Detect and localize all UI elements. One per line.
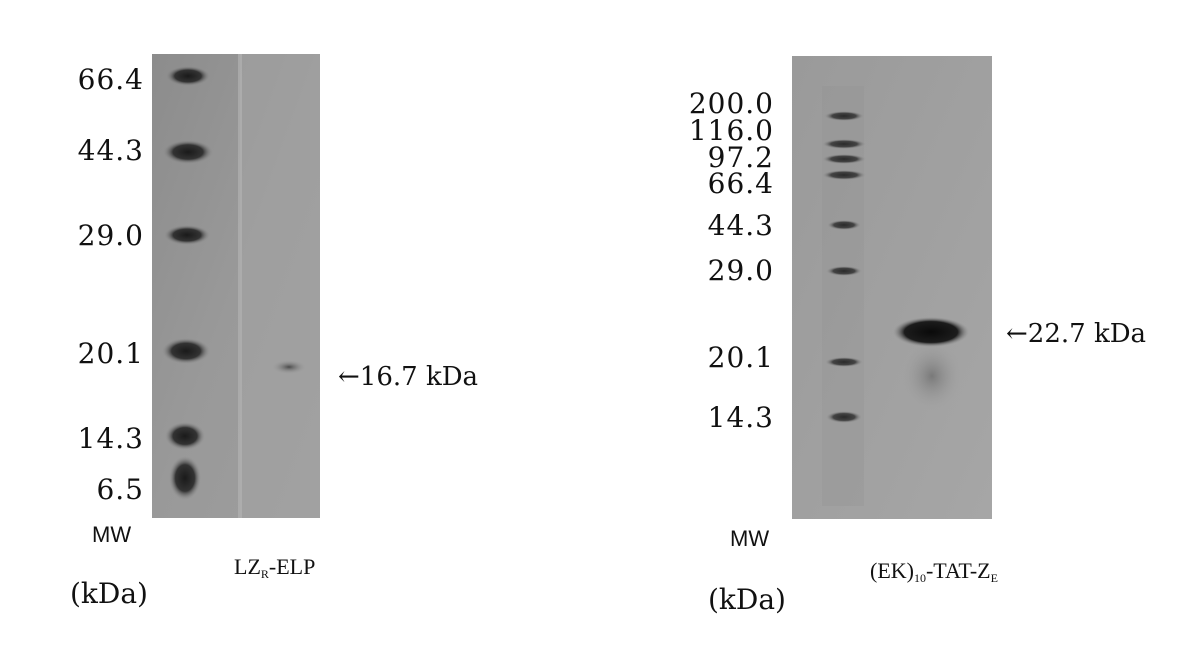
- mw-label: 29.0: [707, 254, 774, 287]
- sample-smear: [902, 341, 962, 411]
- mw-label: 14.3: [77, 422, 144, 455]
- lane-label: LZR-ELP: [234, 554, 316, 581]
- marker-band: [825, 357, 863, 367]
- mw-label: 20.1: [77, 337, 144, 370]
- mw-label: 44.3: [707, 209, 774, 242]
- marker-band: [163, 140, 213, 164]
- mw-label: 66.4: [77, 63, 144, 96]
- mw-label: 14.3: [707, 401, 774, 434]
- sample-band: [272, 360, 306, 374]
- marker-band: [826, 411, 862, 423]
- mw-label: 29.0: [77, 219, 144, 252]
- gel-panel-left: 66.4 44.3 29.0 20.1 14.3 6.5: [0, 0, 596, 661]
- gel-image-right: [792, 56, 992, 519]
- gel-panel-right: 200.0 116.0 97.2 66.4 44.3 29.0 20.1 14.…: [596, 0, 1193, 661]
- mw-label: 116.0: [688, 114, 774, 147]
- marker-band: [822, 170, 866, 180]
- lane-label-suffix: -ELP: [268, 554, 316, 579]
- sample-band: [893, 317, 969, 347]
- axis-unit: (kDa): [70, 577, 148, 610]
- axis-label: MW: [730, 526, 770, 551]
- mw-label: 44.3: [77, 134, 144, 167]
- mw-label: 97.2: [707, 141, 774, 174]
- lane-label: (EK)10-TAT-ZE: [870, 558, 998, 585]
- marker-band: [165, 422, 205, 450]
- marker-band: [824, 111, 864, 121]
- marker-band: [822, 139, 866, 149]
- marker-band: [822, 154, 866, 164]
- lane-label-suffix: -TAT-Z: [925, 558, 991, 583]
- marker-band: [826, 266, 862, 276]
- mw-label: 6.5: [96, 473, 144, 506]
- lane-label-main: (EK): [870, 558, 914, 583]
- gel-image-left: [152, 54, 320, 518]
- lane-label-sub2: E: [990, 571, 998, 585]
- lane-label-main: LZ: [234, 554, 261, 579]
- mw-label: 66.4: [707, 167, 774, 200]
- marker-band: [162, 338, 210, 364]
- axis-label: MW: [92, 522, 132, 547]
- marker-band: [169, 456, 201, 500]
- marker-band: [827, 220, 861, 230]
- mw-label: 20.1: [707, 341, 774, 374]
- band-annotation: ←22.7 kDa: [1006, 319, 1147, 349]
- marker-band: [164, 225, 210, 245]
- lane-label-sub: R: [260, 567, 269, 581]
- marker-band: [166, 66, 210, 86]
- lane-label-sub: 10: [913, 571, 926, 585]
- axis-unit: (kDa): [708, 583, 786, 616]
- mw-label: 200.0: [688, 87, 774, 120]
- band-annotation: ←16.7 kDa: [338, 362, 479, 392]
